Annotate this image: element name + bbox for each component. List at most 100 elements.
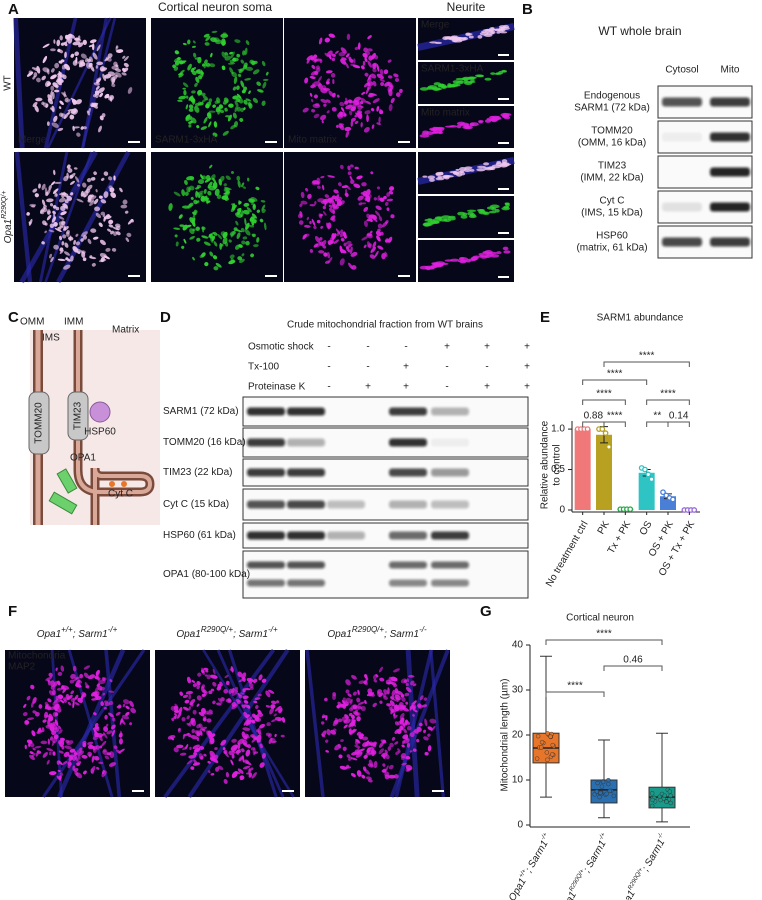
mito-signal <box>265 690 271 698</box>
mito-signal <box>482 251 489 254</box>
mito-signal <box>58 750 64 754</box>
mito-signal <box>331 106 337 112</box>
mito-signal <box>434 216 442 220</box>
mito-signal <box>390 676 398 682</box>
mito-signal <box>221 38 226 46</box>
mito-signal <box>91 698 98 701</box>
mito-signal <box>319 213 323 217</box>
mito-signal <box>86 177 92 183</box>
mito-signal <box>210 174 216 181</box>
mito-signal <box>470 213 476 218</box>
mito-signal <box>363 126 370 133</box>
mito-signal <box>129 700 134 708</box>
mito-signal <box>313 58 318 62</box>
mito-signal <box>105 723 109 727</box>
image-title-part: ; Sarm1 <box>233 629 268 640</box>
mito-signal <box>102 748 107 753</box>
blot-band <box>389 500 427 509</box>
mito-signal <box>232 204 237 210</box>
row-label: (IMM, 22 kDa) <box>580 173 643 184</box>
mito-signal <box>496 251 502 255</box>
mito-signal <box>237 671 243 678</box>
mito-signal <box>191 719 196 727</box>
mito-signal <box>75 38 82 43</box>
mito-signal <box>73 126 80 129</box>
mito-signal <box>349 246 353 255</box>
condition-sign: + <box>365 382 371 393</box>
mito-signal <box>350 714 355 720</box>
mito-signal <box>208 709 213 714</box>
mito-signal <box>370 246 376 253</box>
mito-signal <box>197 179 205 185</box>
mito-signal <box>167 734 176 740</box>
mito-signal <box>87 751 93 757</box>
mito-signal <box>438 131 443 135</box>
mito-signal <box>326 251 331 259</box>
mito-signal <box>190 734 198 740</box>
mito-signal <box>213 754 219 761</box>
mito-signal <box>53 181 62 184</box>
mito-signal <box>88 107 91 114</box>
mito-signal <box>46 121 50 126</box>
mito-signal <box>181 245 185 249</box>
mito-signal <box>224 674 229 679</box>
mito-signal <box>431 87 441 91</box>
mito-signal <box>370 171 374 175</box>
mito-signal <box>373 197 378 201</box>
mito-signal <box>30 684 35 690</box>
mito-signal <box>122 714 129 720</box>
mito-signal <box>54 705 58 712</box>
mito-signal <box>217 107 221 115</box>
mito-signal <box>388 703 392 707</box>
mito-signal <box>314 201 317 205</box>
mito-signal <box>503 116 511 120</box>
mito-signal <box>188 124 192 128</box>
row-label: Endogenous <box>584 91 640 102</box>
mito-signal <box>193 199 198 205</box>
mito-signal <box>83 770 87 775</box>
mito-signal <box>239 68 245 74</box>
x-tick-label-part: Opa1 <box>507 876 529 900</box>
mito-signal <box>69 192 74 196</box>
row-label: TIM23 <box>598 161 627 172</box>
mito-signal <box>61 92 67 97</box>
mito-signal <box>74 676 80 680</box>
mito-signal <box>79 59 85 63</box>
mito-signal <box>304 224 311 228</box>
mito-signal <box>53 213 56 220</box>
mito-signal <box>388 764 394 770</box>
mito-signal <box>376 63 380 72</box>
mito-signal <box>243 99 248 105</box>
mito-signal <box>93 756 100 761</box>
mito-signal <box>189 217 195 224</box>
mito-signal <box>191 70 197 76</box>
mito-signal <box>54 193 58 198</box>
mito-signal <box>112 717 116 722</box>
mito-signal <box>198 712 205 717</box>
mito-signal <box>347 165 351 171</box>
mito-signal <box>330 239 335 244</box>
mito-signal <box>186 676 191 684</box>
mito-signal <box>259 218 264 223</box>
mito-signal <box>300 191 305 199</box>
mito-signal <box>62 234 67 239</box>
mito-signal <box>75 241 81 246</box>
jitter-dot <box>594 789 600 794</box>
mito-signal <box>377 223 383 229</box>
data-point <box>627 506 634 513</box>
y-tick-label: 0.5 <box>551 464 565 475</box>
condition-label: Osmotic shock <box>248 342 315 353</box>
mito-signal <box>195 730 202 734</box>
mito-signal <box>352 691 357 696</box>
mito-signal <box>225 175 231 181</box>
significance-label: **** <box>639 351 655 362</box>
mito-signal <box>328 33 336 38</box>
mito-signal <box>309 75 316 79</box>
mito-signal <box>192 211 197 215</box>
jitter-dot <box>535 733 541 739</box>
mito-signal <box>196 191 201 199</box>
mito-signal <box>476 168 486 172</box>
mito-signal <box>274 716 283 722</box>
mito-signal <box>321 119 324 124</box>
